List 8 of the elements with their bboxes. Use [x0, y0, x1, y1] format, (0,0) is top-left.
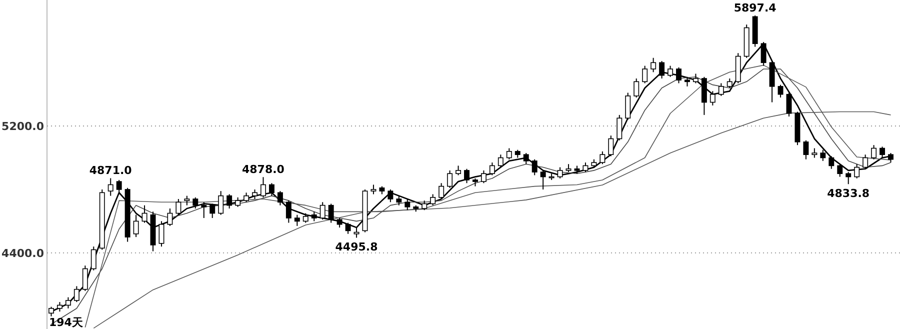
annotation: 4495.8: [335, 240, 378, 254]
annotation: 4871.0: [89, 164, 132, 178]
annotation: 5897.4: [734, 1, 777, 14]
y-tick-label: 4400.0: [2, 246, 44, 260]
y-tick-label: 5200.0: [2, 120, 44, 134]
annotation: 4878.0: [242, 163, 285, 176]
annotation: 194天: [49, 316, 84, 329]
annotation: 4833.8: [827, 187, 870, 200]
